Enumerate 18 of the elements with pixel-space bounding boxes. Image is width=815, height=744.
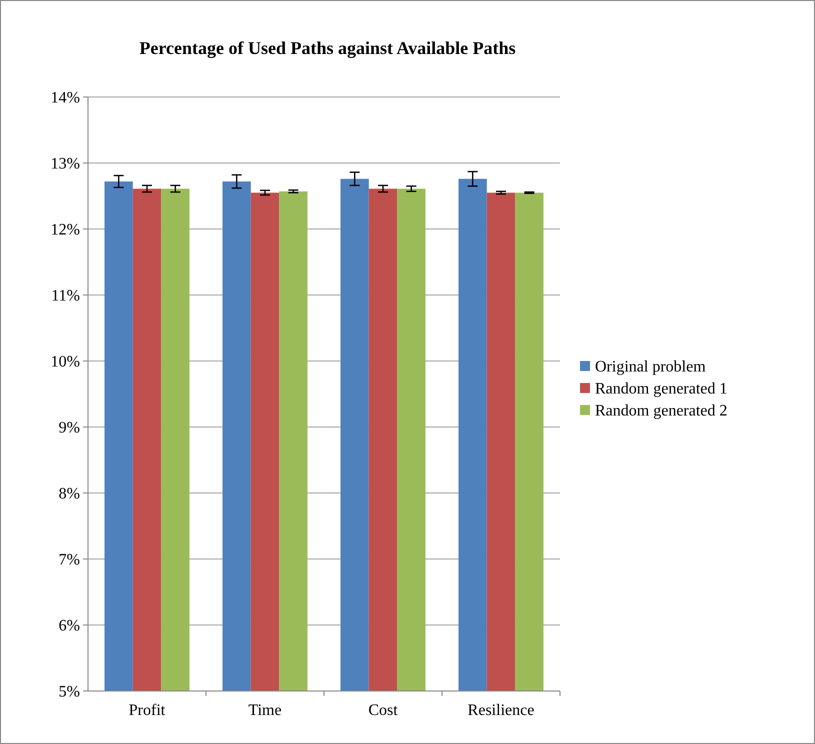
y-tick-label: 8% [58,486,80,503]
legend-label: Random generated 2 [595,402,728,420]
legend-label: Random generated 1 [595,380,728,398]
y-tick-label: 5% [58,684,80,701]
y-tick-label: 6% [58,618,80,635]
y-tick-label: 12% [50,222,80,239]
y-tick-label: 7% [58,552,80,569]
x-tick-label: Cost [368,702,398,719]
y-tick-label: 10% [50,354,80,371]
chart-title: Percentage of Used Paths against Available Paths [139,38,516,58]
y-tick-label: 11% [51,288,80,305]
y-tick-label: 9% [58,420,80,437]
legend-label: Original problem [595,358,706,376]
x-tick-label: Resilience [468,702,534,719]
y-tick-label: 13% [50,156,80,173]
x-tick-label: Time [248,702,282,719]
x-tick-label: Profit [128,702,166,719]
y-tick-label: 14% [50,90,80,107]
